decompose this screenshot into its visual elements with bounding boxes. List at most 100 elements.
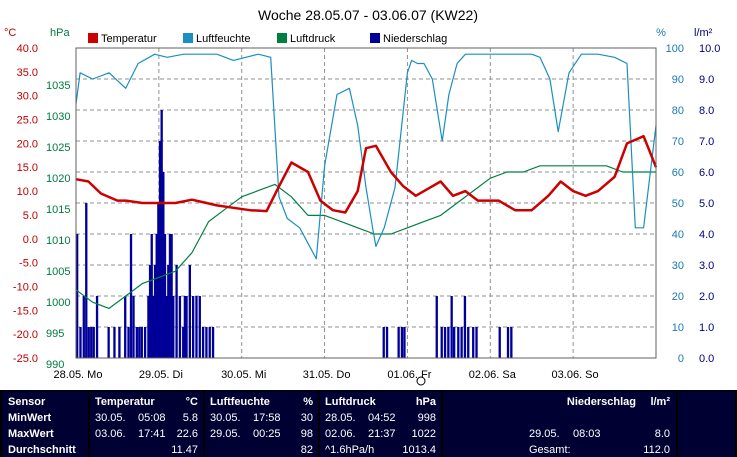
stats-rain-total-label: Gesamt: [529,444,571,456]
stats-rain-max-value: 8.0 [654,428,670,440]
x-tick-label: 03.06. So [552,369,599,381]
stats-rain-unit: l/m² [650,396,670,408]
rain-bar [147,296,150,358]
humidity-tick-label: 10 [672,322,684,334]
rain-bar [163,234,167,358]
stats-humidity-min-date: 30.05. [210,412,241,424]
temperature-tick-label: 25.0 [17,115,38,127]
rain-bar [498,327,501,358]
weather-week-chart: Woche 28.05.07 - 03.06.07 (KW22) °C hPa … [0,0,737,390]
rain-bar [460,327,463,358]
stats-rain-header: Niederschlag [566,396,636,408]
stats-pressure-min-time: 04:52 [368,412,396,424]
rain-bar [397,327,400,358]
stats-pressure-unit: hPa [415,396,436,408]
temperatur-line [75,134,658,214]
stats-pressure-trend: ^1.6hPa/h [325,444,375,456]
stats-temperature-column: Temperatur °C 30.05. 05:08 5.8 03.06. 17… [90,391,203,457]
humidity-tick-label: 50 [672,198,684,210]
rain-bar [457,327,460,358]
x-tick-label: 01.06. Fr [387,369,431,381]
stats-humidity-avg-value: 82 [300,444,313,456]
rain-tick-label: 2.0 [699,291,714,303]
rain-bar [201,327,205,358]
rain-bar [85,203,88,358]
stats-max-label: MaxWert [8,428,54,440]
legend-swatch [370,33,380,43]
humidity-tick-label: 20 [672,291,684,303]
rain-bar [87,327,90,358]
pressure-tick-label: 1015 [46,204,70,216]
rain-bar [143,327,147,358]
axis-tick-labels: 40.0 35.0 30.0 25.0 20.0 15.0 10.0 5.0 0.0 -5.0 -1… [13,43,721,371]
rain-bar [127,327,130,358]
rain-tick-label: 9.0 [699,74,714,86]
rain-bar [95,296,99,358]
rain-bar [175,265,178,358]
pressure-tick-label: 995 [46,328,64,340]
pressure-tick-label: 1025 [46,142,70,154]
stats-humidity-min-value: 30 [300,412,313,424]
rain-tick-label: 4.0 [699,229,714,241]
stats-sensor-header: Sensor [8,396,46,408]
rain-bar [172,296,175,358]
chart-background [0,0,737,390]
rain-bar [447,327,450,358]
rain-bar [183,296,187,358]
temperature-tick-label: 10.0 [17,186,38,198]
rain-bar [140,327,143,358]
plot-frame [75,47,657,359]
rain-bar [208,327,211,358]
rain-bar [400,327,404,358]
stats-pressure-avg-value: 1013.4 [402,444,436,456]
rain-unit-label: l/m² [694,27,713,39]
rain-bar [124,296,127,358]
rain-bar [506,327,510,358]
rain-tick-label: 5.0 [699,198,714,210]
rain-bar [148,265,152,358]
stats-humidity-column: Luftfeuchte % 30.05. 17:58 30 29.05. 00:… [205,391,318,457]
rain-tick-label: 3.0 [699,260,714,272]
rain-tick-label: 8.0 [699,105,714,117]
rain-bar [463,296,467,358]
stats-humidity-min-time: 17:58 [253,412,281,424]
rain-bar [113,327,116,358]
stats-humidity-max-date: 29.05. [210,428,241,440]
temperature-tick-label: 20.0 [17,138,38,150]
rain-bar [211,327,215,358]
stats-temperature-header: Temperatur [95,396,155,408]
temperature-tick-label: 30.0 [17,91,38,103]
stats-temperature-min-value: 5.8 [182,412,198,424]
luftdruck-line [75,165,656,309]
rain-bar [138,327,141,358]
stats-humidity-max-time: 00:25 [253,428,281,440]
temperature-tick-label: 15.0 [17,162,38,174]
rain-bar [170,234,173,358]
chart-title: Woche 28.05.07 - 03.06.07 (KW22) [258,7,478,23]
stats-humidity-max-value: 98 [300,428,313,440]
temperature-tick-label: 35.0 [17,67,38,79]
stats-temperature-min-date: 30.05. [95,412,126,424]
rain-bar [385,327,389,358]
stats-temperature-min-time: 05:08 [138,412,166,424]
x-tick-label: 02.06. Sa [469,369,517,381]
rain-bar [168,234,172,358]
pressure-tick-label: 1010 [46,235,70,247]
chart-legend: Temperatur Luftfeuchte Luftdruck Niederschl… [88,33,447,45]
rain-bar [435,296,438,358]
x-tick-label: 28.05. Mo [54,369,103,381]
legend-label: Temperatur [101,33,157,45]
rain-bar [182,327,185,358]
legend-swatch [277,33,287,43]
rain-bar [135,327,138,358]
rain-bar [475,327,478,358]
humidity-unit-label: % [656,27,666,39]
x-tick-label: 30.05. Mi [221,369,266,381]
x-axis-tick-labels: 28.05. Mo 29.05. Di 30.05. Mi 31.05. Do 01.0… [54,369,599,381]
rain-bar [79,327,82,358]
rain-bar [192,296,195,358]
statistics-table: Sensor MinWert MaxWert Durchschnitt Temp… [0,390,737,457]
humidity-tick-label: 80 [672,105,684,117]
rain-bar [153,265,157,358]
pressure-tick-label: 1020 [46,173,70,185]
